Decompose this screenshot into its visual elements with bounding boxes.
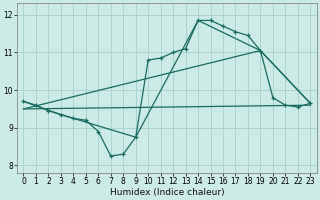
X-axis label: Humidex (Indice chaleur): Humidex (Indice chaleur) <box>109 188 224 197</box>
